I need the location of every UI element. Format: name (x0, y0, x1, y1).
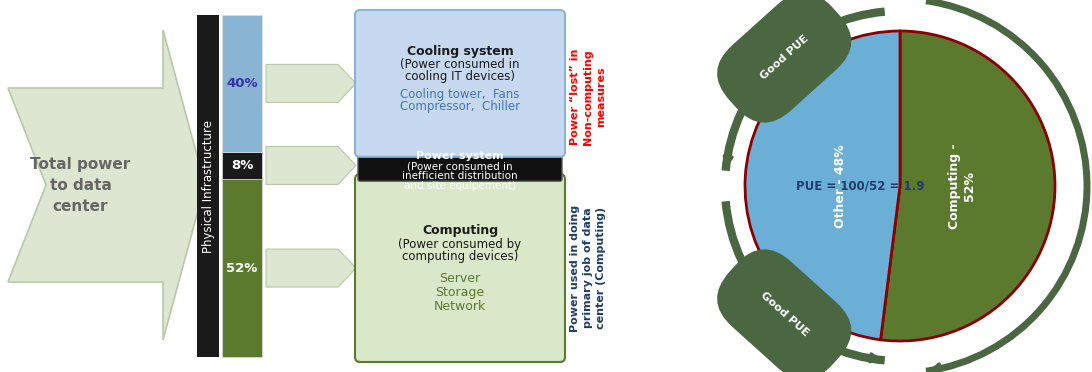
Text: 52%: 52% (226, 262, 258, 275)
Bar (222, 15, 262, 152)
Text: cooling IT devices): cooling IT devices) (405, 70, 515, 83)
Text: Compressor,  Chiller: Compressor, Chiller (400, 100, 520, 113)
Text: (Power consumed in: (Power consumed in (407, 161, 513, 171)
Text: 40%: 40% (226, 77, 258, 90)
Text: Good PUE: Good PUE (758, 33, 810, 81)
Text: (Power consumed in: (Power consumed in (401, 58, 520, 71)
Text: Total power
to data
center: Total power to data center (31, 157, 131, 214)
Text: Good PUE: Good PUE (758, 291, 810, 339)
Polygon shape (266, 147, 356, 185)
Text: Computing: Computing (422, 224, 498, 237)
Text: Power system: Power system (416, 151, 503, 161)
Text: computing devices): computing devices) (402, 250, 519, 263)
Text: Network: Network (434, 299, 486, 312)
Text: Storage: Storage (436, 286, 485, 299)
Text: 8%: 8% (230, 159, 253, 172)
Wedge shape (880, 31, 1055, 341)
Bar (222, 152, 262, 179)
FancyBboxPatch shape (358, 150, 562, 181)
Text: PUE = 100/52 = 1.9: PUE = 100/52 = 1.9 (796, 180, 924, 192)
Text: inefficient distribution: inefficient distribution (402, 171, 518, 182)
Bar (197, 15, 219, 357)
FancyBboxPatch shape (355, 174, 565, 362)
Text: Physical Infrastructure: Physical Infrastructure (202, 119, 214, 253)
Wedge shape (745, 31, 900, 340)
Text: Power “lost” in
Non-computing
measures: Power “lost” in Non-computing measures (570, 49, 606, 145)
Text: and site equipement): and site equipement) (404, 182, 517, 192)
Polygon shape (266, 249, 356, 287)
Text: Power used in doing
primary job of data
center (Computing): Power used in doing primary job of data … (570, 205, 606, 332)
Text: Server: Server (439, 272, 480, 285)
Polygon shape (8, 30, 205, 340)
Text: Cooling tower,  Fans: Cooling tower, Fans (401, 88, 520, 101)
Bar (222, 179, 262, 357)
Text: (Power consumed by: (Power consumed by (399, 238, 522, 251)
Text: Computing -
52%: Computing - 52% (948, 143, 976, 229)
Text: Other - 48%: Other - 48% (833, 144, 846, 228)
Polygon shape (266, 64, 356, 102)
Text: Cooling system: Cooling system (406, 45, 513, 58)
FancyBboxPatch shape (355, 10, 565, 157)
